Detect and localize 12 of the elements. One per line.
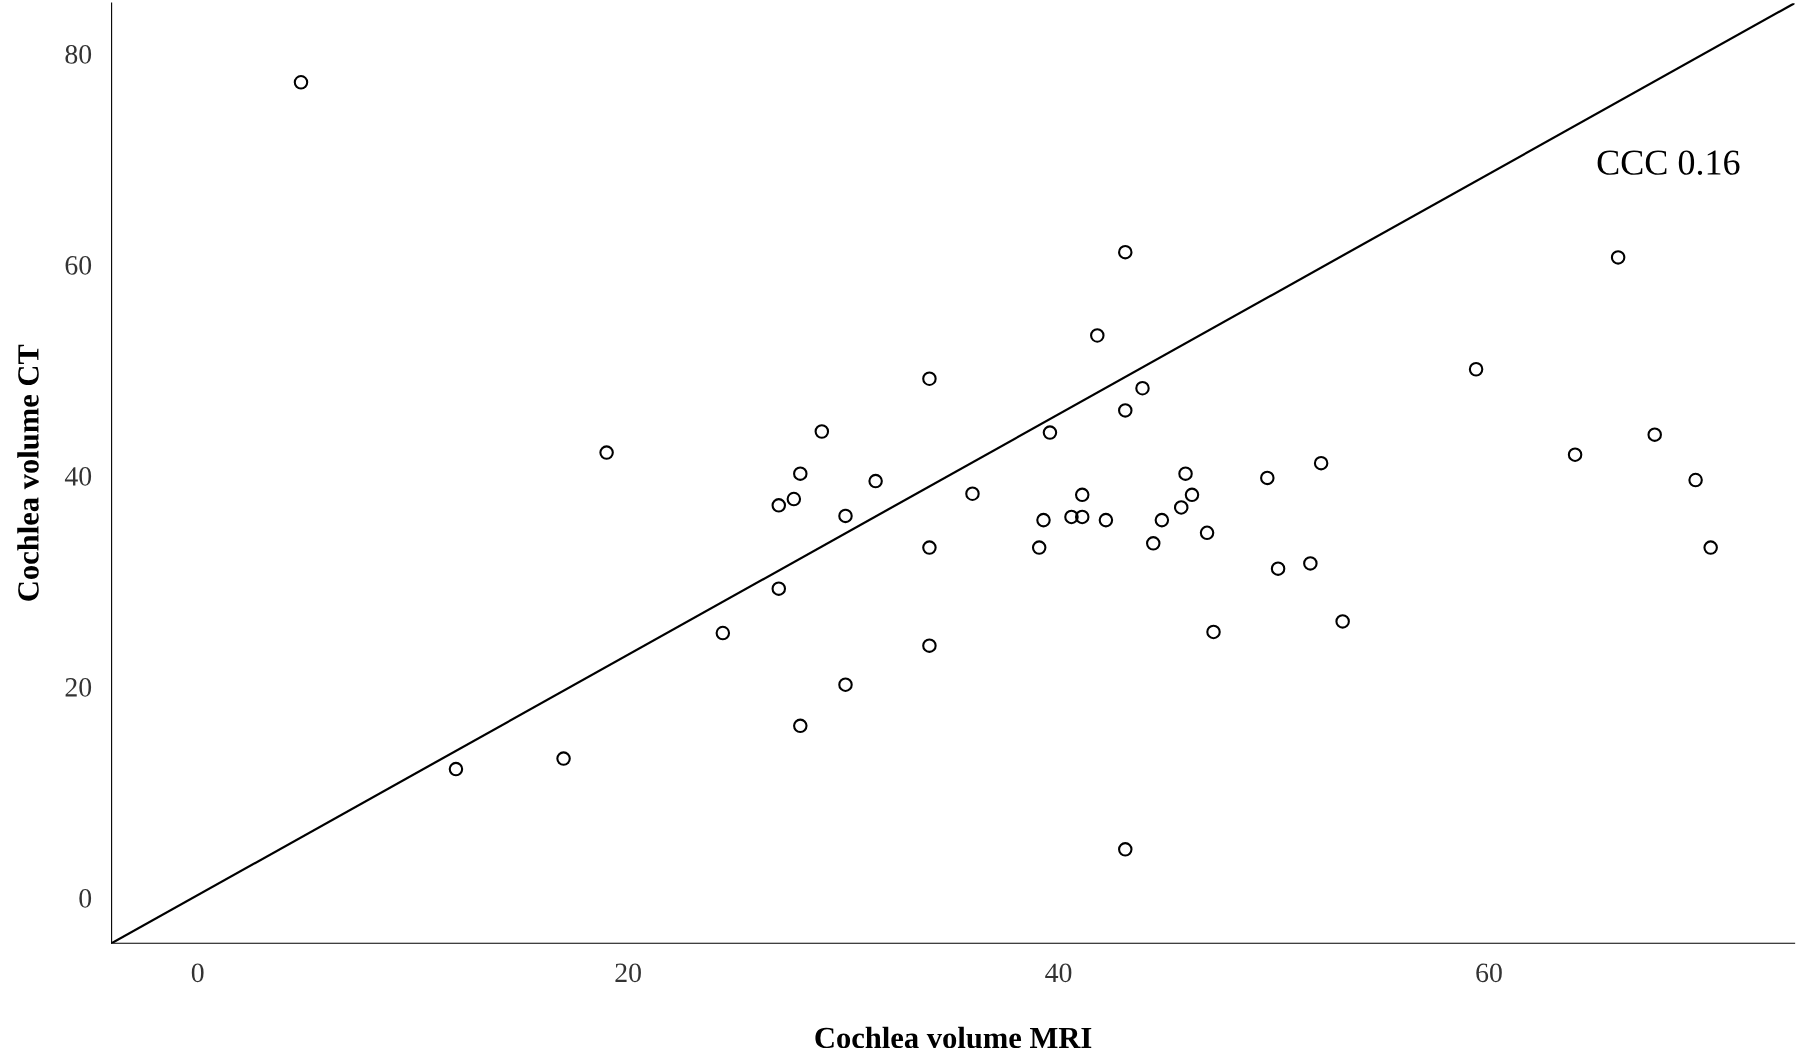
y-tick-label: 0 [79, 889, 92, 908]
x-tick-label: 40 [1045, 963, 1072, 983]
y-tick-label: 40 [64, 466, 92, 486]
x-tick-label: 0 [191, 963, 204, 983]
x-tick-label: 20 [615, 963, 641, 983]
x-tick-label: 60 [1476, 963, 1502, 983]
y-tick-label: 60 [65, 255, 92, 275]
annotation: CCC 0.16 [1597, 150, 1740, 175]
y-tick-label: 80 [65, 44, 92, 64]
x-axis-title: Cochlea volume MRI [815, 1026, 1092, 1048]
y-tick-label: 20 [65, 677, 92, 697]
y-axis-title: Cochlea volume CT [17, 344, 39, 601]
